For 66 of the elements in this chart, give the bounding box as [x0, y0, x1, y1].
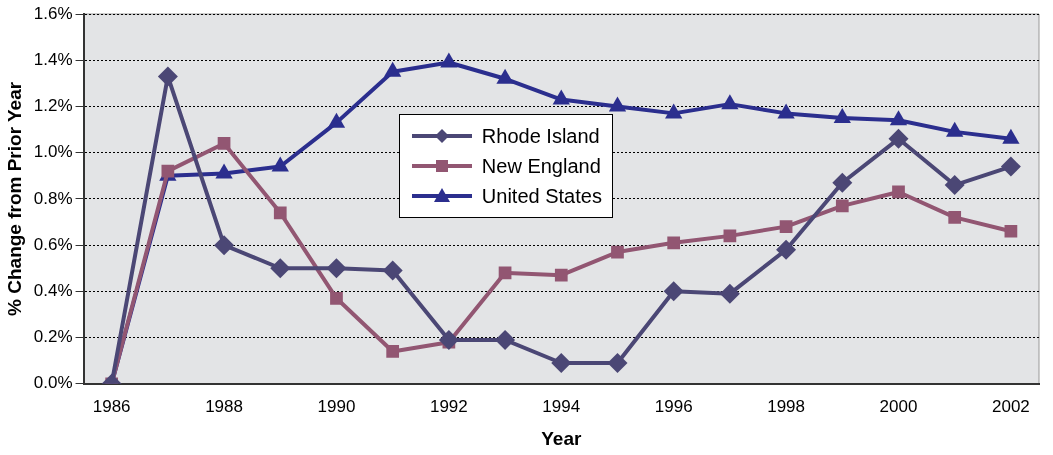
x-tick-label: 1994 [542, 396, 581, 416]
point [944, 175, 965, 196]
point [327, 112, 346, 128]
point [551, 353, 572, 373]
point [495, 329, 516, 350]
legend-label: Rhode Island [481, 124, 600, 149]
point [892, 185, 905, 199]
y-tick-label: 0.6% [33, 234, 73, 254]
point [888, 128, 909, 149]
x-tick-label: 1988 [205, 396, 243, 416]
point [665, 103, 683, 119]
x-tick-label: 1992 [429, 396, 468, 416]
y-tick-label: 0.4% [33, 281, 73, 301]
point [777, 103, 795, 119]
x-tick-label: 2000 [879, 396, 918, 416]
point [835, 199, 849, 213]
point [386, 345, 400, 358]
point [667, 236, 681, 250]
point [948, 211, 962, 224]
point [440, 52, 458, 68]
x-tick-label: 1996 [654, 396, 693, 416]
point [946, 121, 964, 137]
point [779, 220, 793, 233]
y-tick-label: 0.0% [33, 373, 73, 393]
point [498, 266, 512, 280]
y-tick-label: 0.2% [33, 327, 73, 347]
x-axis-title: Year [541, 427, 582, 449]
x-tick-label: 2002 [991, 396, 1030, 416]
y-tick-label: 1.4% [33, 49, 73, 69]
point [611, 245, 624, 259]
point [214, 235, 235, 256]
point [889, 110, 908, 126]
point [554, 268, 568, 282]
y-tick-label: 1.2% [33, 96, 73, 116]
point [273, 206, 287, 220]
point [438, 329, 459, 350]
legend-label: United States [481, 184, 602, 209]
point [608, 96, 627, 112]
point [217, 137, 231, 150]
point [832, 172, 853, 193]
point [215, 163, 233, 179]
point [496, 68, 514, 84]
point [721, 94, 739, 110]
point [833, 108, 851, 124]
point [776, 239, 797, 260]
point [271, 156, 289, 172]
legend-label: New England [481, 154, 601, 179]
point [1004, 224, 1018, 238]
point [552, 89, 570, 105]
y-axis-title: % Change from Prior Year [3, 81, 25, 316]
point [384, 61, 402, 77]
point [1002, 128, 1020, 144]
x-tick-label: 1986 [92, 396, 131, 416]
y-tick-label: 0.8% [33, 188, 73, 208]
point [330, 291, 343, 305]
x-tick-label: 1990 [317, 396, 356, 416]
y-tick-label: 1.0% [33, 142, 73, 162]
point [326, 258, 347, 279]
point [607, 353, 628, 373]
point [663, 281, 684, 302]
y-tick-label: 1.6% [33, 3, 73, 23]
x-tick-label: 1998 [767, 396, 805, 416]
point [1000, 156, 1021, 177]
point [270, 258, 291, 279]
point [719, 283, 740, 304]
point [382, 260, 403, 281]
